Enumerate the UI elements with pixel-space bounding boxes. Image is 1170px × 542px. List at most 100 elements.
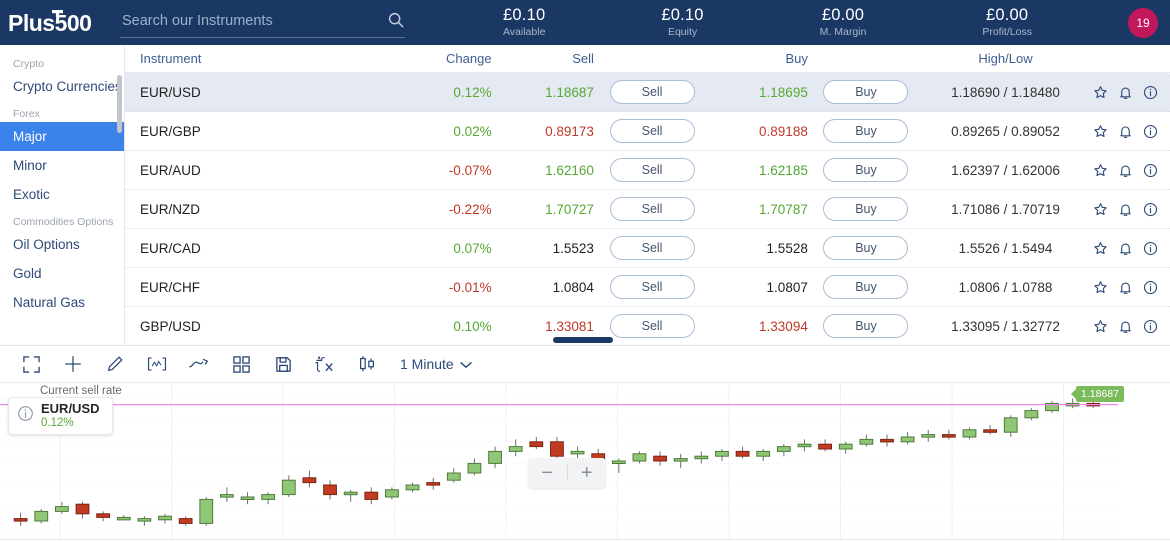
pencil-icon[interactable]: [94, 345, 136, 383]
instrument-info-icon[interactable]: [1143, 319, 1158, 334]
chevron-down-icon: [460, 356, 472, 372]
timeframe-selector[interactable]: 1 Minute: [400, 356, 472, 372]
cell-instrument: EUR/GBP: [140, 123, 201, 139]
buy-button[interactable]: Buy: [823, 236, 909, 260]
instrument-info-icon[interactable]: [1143, 163, 1158, 178]
cell-instrument: EUR/NZD: [140, 201, 200, 217]
sidebar-item-natural-gas[interactable]: Natural Gas: [0, 288, 124, 317]
cell-change: 0.12%: [453, 84, 492, 100]
buy-button[interactable]: Buy: [823, 158, 909, 182]
crosshair-icon[interactable]: [52, 345, 94, 383]
column-header-change[interactable]: Change: [446, 51, 492, 66]
indicator-icon[interactable]: [136, 345, 178, 383]
sell-button[interactable]: Sell: [609, 119, 695, 143]
sidebar-item-label: Minor: [13, 158, 47, 173]
save-icon[interactable]: [262, 345, 304, 383]
table-row[interactable]: EUR/CHF -0.01% 1.0804 Sell 1.0807 Buy 1.0806 /…: [125, 268, 1170, 307]
alert-bell-icon[interactable]: [1118, 241, 1133, 256]
alert-bell-icon[interactable]: [1118, 202, 1133, 217]
sidebar-item-gold[interactable]: Gold: [0, 259, 124, 288]
alert-bell-icon[interactable]: [1118, 163, 1133, 178]
sell-button[interactable]: Sell: [609, 197, 695, 221]
alert-bell-icon[interactable]: [1118, 319, 1133, 334]
cell-buy-price: 1.70787: [759, 201, 808, 217]
favorite-star-icon[interactable]: [1093, 163, 1108, 178]
search-container: [120, 8, 405, 38]
trendline-icon[interactable]: [178, 345, 220, 383]
stat-available: £0.10 Available: [503, 6, 545, 39]
grid-layout-icon[interactable]: [220, 345, 262, 383]
zoom-in-button[interactable]: +: [580, 462, 593, 484]
column-header-buy[interactable]: Buy: [785, 51, 808, 66]
column-header-high-low[interactable]: High/Low: [978, 51, 1033, 66]
zoom-out-button[interactable]: −: [541, 462, 554, 484]
current-rate-label: Current sell rate: [40, 385, 122, 397]
sell-button[interactable]: Sell: [609, 236, 695, 260]
search-input[interactable]: [120, 13, 360, 31]
plus500-logo[interactable]: Plus500: [0, 9, 120, 36]
table-row[interactable]: EUR/AUD -0.07% 1.62160 Sell 1.62185 Buy 1.6239…: [125, 151, 1170, 190]
table-horizontal-scrollbar[interactable]: [553, 337, 613, 343]
sidebar-item-crypto-currencies[interactable]: Crypto Currencies: [0, 72, 124, 101]
sidebar-item-exotic[interactable]: Exotic: [0, 180, 124, 209]
cell-buy-price: 0.89188: [759, 123, 808, 139]
cell-sell-price: 1.70727: [545, 201, 594, 217]
alert-bell-icon[interactable]: [1118, 85, 1133, 100]
buy-button[interactable]: Buy: [823, 275, 909, 299]
column-header-instrument[interactable]: Instrument: [140, 51, 202, 66]
candlestick-icon[interactable]: [346, 345, 388, 383]
cell-sell-price: 0.89173: [545, 123, 594, 139]
buy-button[interactable]: Buy: [823, 119, 909, 143]
sidebar-item-oil-options[interactable]: Oil Options: [0, 230, 124, 259]
alert-bell-icon[interactable]: [1118, 280, 1133, 295]
favorite-star-icon[interactable]: [1093, 124, 1108, 139]
sell-button[interactable]: Sell: [609, 314, 695, 338]
cell-sell-price: 1.0804: [552, 279, 594, 295]
table-row[interactable]: EUR/USD 0.12% 1.18687 Sell 1.18695 Buy 1.18690…: [125, 73, 1170, 112]
cell-change: -0.01%: [448, 279, 492, 295]
favorite-star-icon[interactable]: [1093, 241, 1108, 256]
buy-button[interactable]: Buy: [823, 197, 909, 221]
instrument-info-icon[interactable]: [1143, 280, 1158, 295]
favorite-star-icon[interactable]: [1093, 202, 1108, 217]
sidebar-scrollbar[interactable]: [117, 75, 122, 133]
favorite-star-icon[interactable]: [1093, 280, 1108, 295]
stat-value: £0.00: [986, 6, 1029, 25]
fullscreen-icon[interactable]: [10, 345, 52, 383]
sidebar-item-major[interactable]: Major: [0, 122, 124, 151]
favorite-star-icon[interactable]: [1093, 319, 1108, 334]
instrument-info-card[interactable]: EUR/USD 0.12%: [8, 397, 113, 435]
sidebar-category-crypto: Crypto: [13, 58, 44, 70]
favorite-star-icon[interactable]: [1093, 85, 1108, 100]
instrument-info-icon[interactable]: [1143, 241, 1158, 256]
cell-change: 0.07%: [453, 240, 492, 256]
cell-high-low: 1.33095 / 1.32772: [951, 318, 1060, 334]
instrument-info-icon[interactable]: [1143, 124, 1158, 139]
alert-bell-icon[interactable]: [1118, 124, 1133, 139]
stat-value: £0.10: [503, 6, 546, 25]
instrument-info-icon[interactable]: [1143, 85, 1158, 100]
cell-buy-price: 1.0807: [766, 279, 808, 295]
column-header-sell[interactable]: Sell: [572, 51, 594, 66]
info-icon[interactable]: [17, 405, 34, 427]
table-row[interactable]: EUR/CAD 0.07% 1.5523 Sell 1.5528 Buy 1.5526 / …: [125, 229, 1170, 268]
cell-buy-price: 1.62185: [759, 162, 808, 178]
table-row[interactable]: EUR/GBP 0.02% 0.89173 Sell 0.89188 Buy 0.89265…: [125, 112, 1170, 151]
sell-button[interactable]: Sell: [609, 158, 695, 182]
sidebar-item-label: Oil Options: [13, 237, 80, 252]
table-row[interactable]: GBP/USD 0.10% 1.33081 Sell 1.33094 Buy 1.33095…: [125, 307, 1170, 345]
notification-badge[interactable]: 19: [1128, 7, 1158, 38]
account-stats: £0.10 Available £0.10 Equity £0.00 M. Ma…: [405, 6, 1170, 39]
instrument-info-icon[interactable]: [1143, 202, 1158, 217]
search-icon[interactable]: [387, 11, 405, 34]
table-row[interactable]: EUR/NZD -0.22% 1.70727 Sell 1.70787 Buy 1.7108…: [125, 190, 1170, 229]
function-icon[interactable]: [304, 345, 346, 383]
cell-high-low: 1.0806 / 1.0788: [958, 279, 1053, 295]
stat-profit-loss: £0.00 Profit/Loss: [982, 6, 1032, 39]
buy-button[interactable]: Buy: [823, 314, 909, 338]
table-header-row: Instrument Change Sell Buy High/Low: [125, 45, 1170, 73]
sell-button[interactable]: Sell: [609, 80, 695, 104]
sidebar-item-minor[interactable]: Minor: [0, 151, 124, 180]
buy-button[interactable]: Buy: [823, 80, 909, 104]
sell-button[interactable]: Sell: [609, 275, 695, 299]
